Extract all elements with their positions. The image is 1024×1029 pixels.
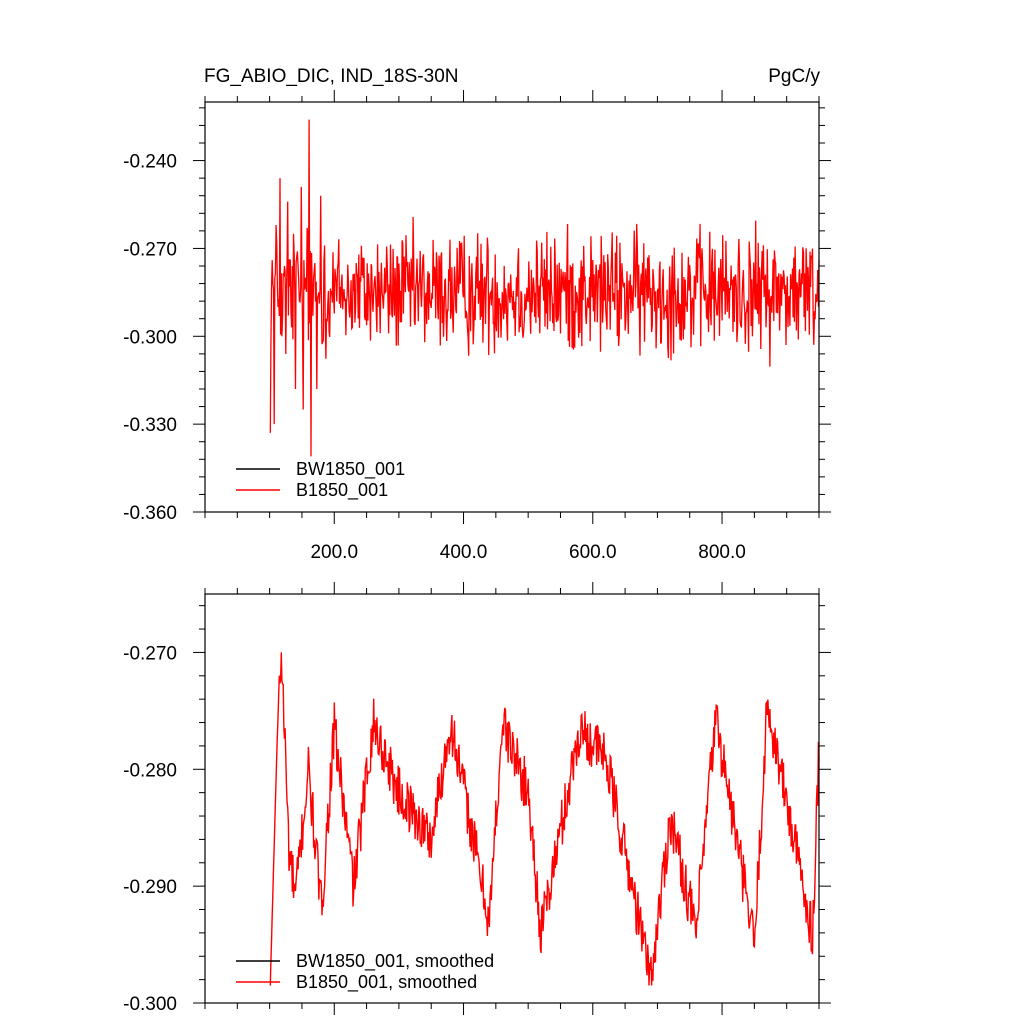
top-xtick-label: 200.0 (310, 542, 358, 563)
top-panel: FG_ABIO_DIC, IND_18S-30N PgC/y 200.0 400.… (123, 66, 831, 563)
top-axes: 200.0 400.0 600.0 800.0 -0.360 -0.330 -0.300 -0… (123, 90, 831, 563)
top-series-lines (269, 119, 820, 457)
bottom-plot-frame (204, 593, 820, 1004)
bottom-ytick-label: -0.270 (123, 643, 177, 664)
top-xtick-label: 400.0 (440, 542, 488, 563)
top-ytick-label: -0.330 (123, 415, 177, 436)
bottom-legend-label-b1850: B1850_001, smoothed (296, 972, 477, 993)
bottom-legend-label-bw1850: BW1850_001, smoothed (296, 951, 494, 972)
top-plot-frame (204, 101, 820, 513)
bottom-axes: -0.300 -0.290 -0.280 -0.270 (123, 582, 831, 1015)
top-ytick-label: -0.240 (123, 152, 177, 173)
top-series-line-b1850 (269, 119, 820, 457)
bottom-ytick-label: -0.280 (123, 760, 177, 781)
bottom-legend: BW1850_001, smoothed B1850_001, smoothed (236, 951, 494, 993)
bottom-series-lines (269, 652, 820, 986)
top-ytick-label: -0.270 (123, 239, 177, 260)
top-ytick-label: -0.300 (123, 327, 177, 348)
top-legend-label-bw1850: BW1850_001 (296, 459, 405, 480)
top-title-right: PgC/y (768, 66, 820, 87)
top-legend-label-b1850: B1850_001 (296, 480, 388, 501)
bottom-ytick-label: -0.300 (123, 994, 177, 1015)
top-xtick-label: 800.0 (698, 542, 746, 563)
top-title-left: FG_ABIO_DIC, IND_18S-30N (204, 66, 458, 87)
bottom-ytick-label: -0.290 (123, 877, 177, 898)
bottom-panel: -0.300 -0.290 -0.280 -0.270 BW1850_001, smo… (123, 582, 831, 1015)
top-ytick-label: -0.360 (123, 503, 177, 524)
top-xtick-label: 600.0 (569, 542, 617, 563)
bottom-series-line-b1850 (269, 652, 820, 986)
top-legend: BW1850_001 B1850_001 (236, 459, 405, 501)
